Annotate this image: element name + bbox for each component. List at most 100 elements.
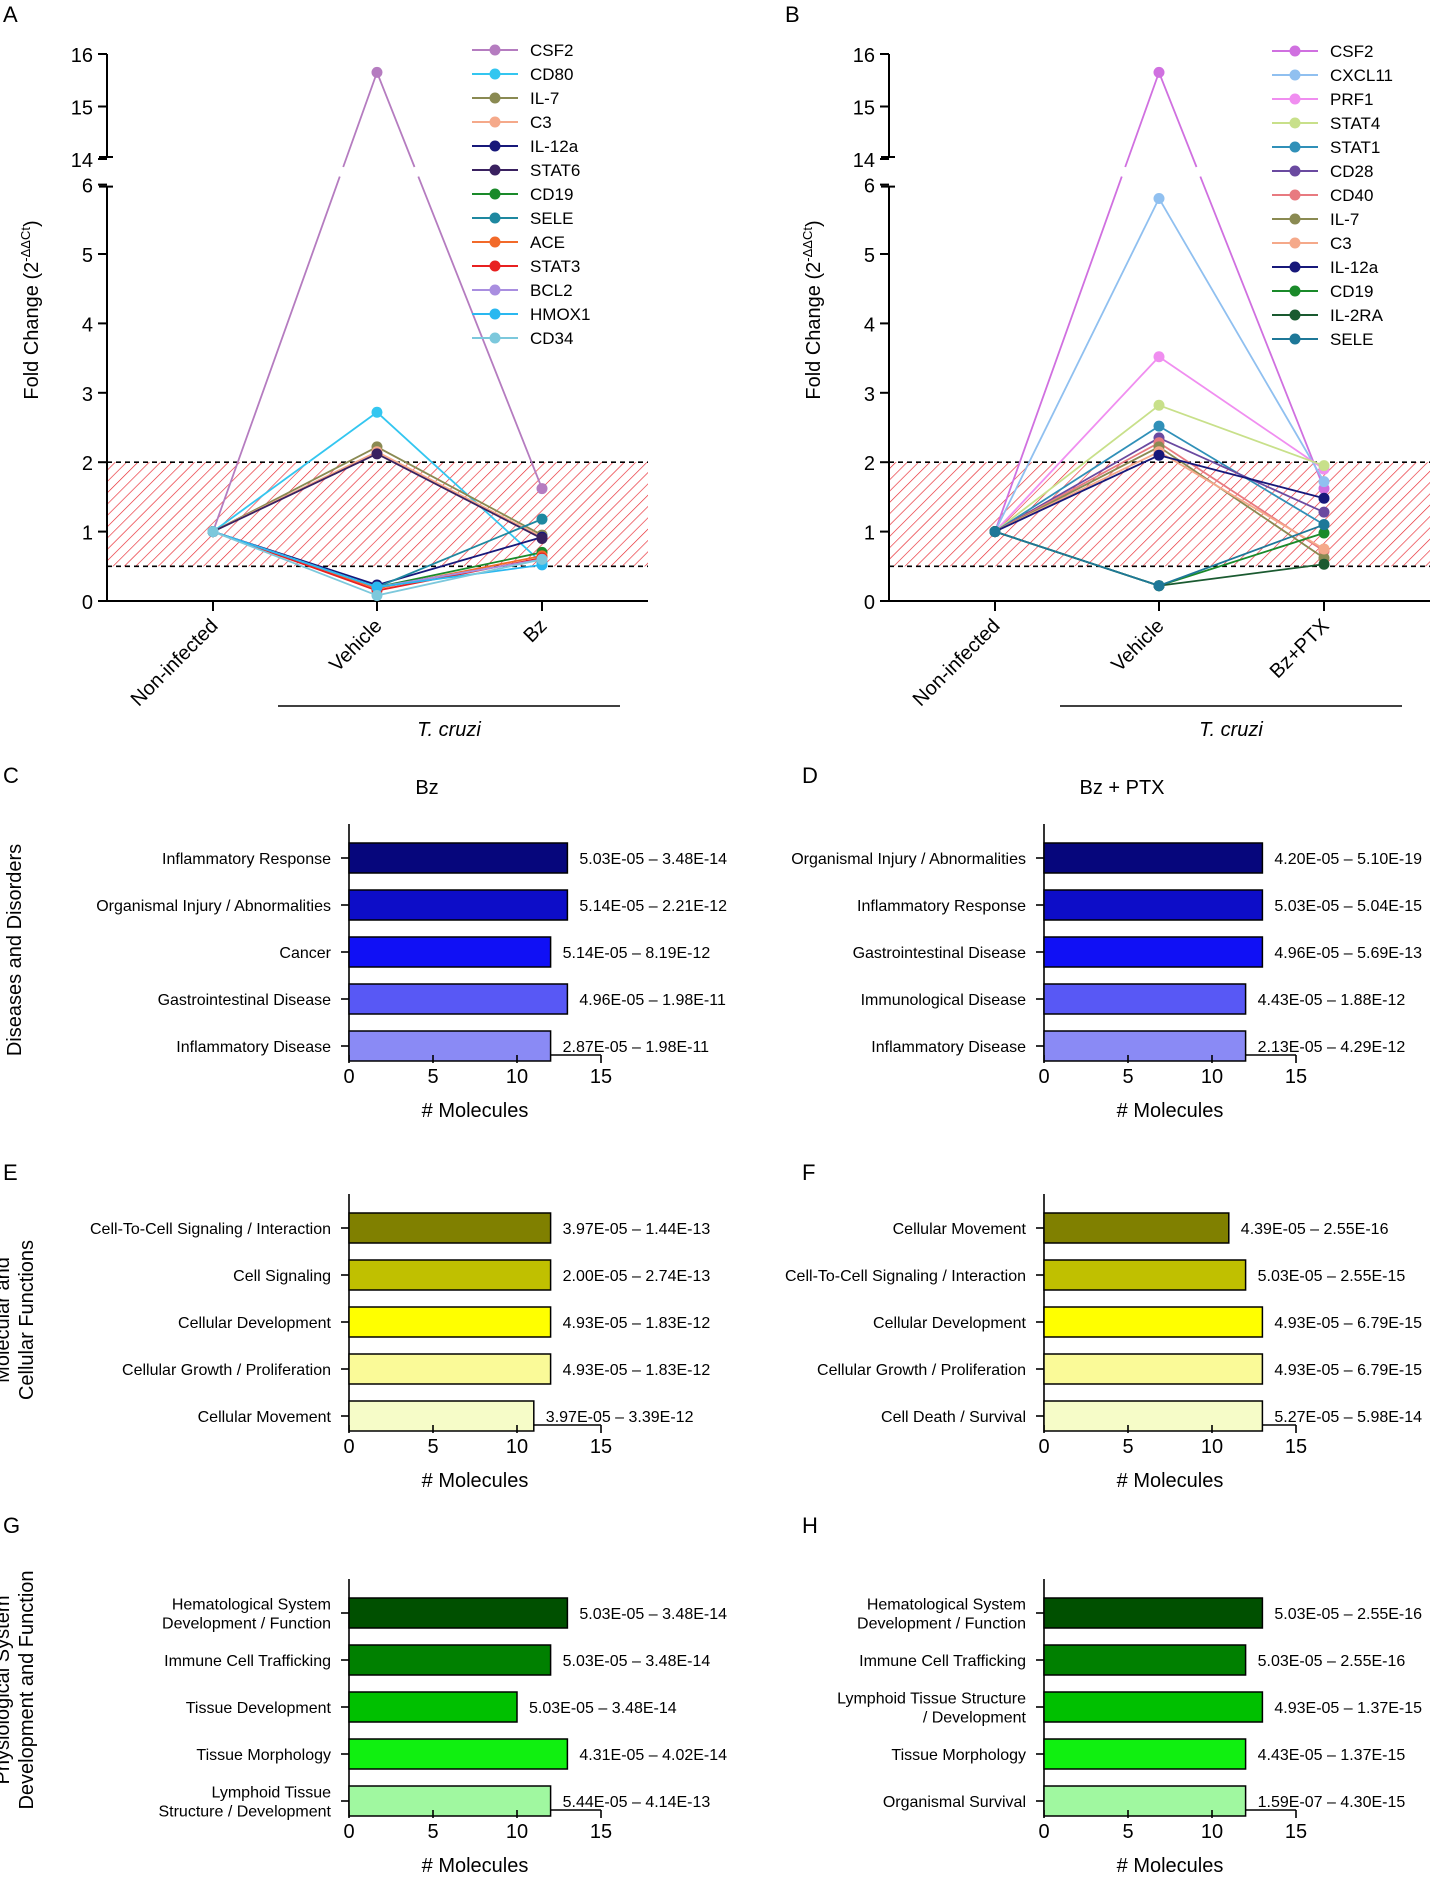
legend-swatch-marker [1289,189,1301,201]
bar [1043,936,1264,968]
p-value-range: 5.03E-05 – 2.55E-16 [1274,1606,1422,1623]
legend-swatch-marker [1289,333,1301,345]
x-tick-label: Vehicle [325,615,386,676]
bar-row: Organismal Injury / Abnormalities 4.20E-0… [791,842,1422,874]
bar-panel-D: D Bz + PTX Organismal Injury / Abnormaliti… [791,763,1422,1122]
x-tick-label: Non-infected [127,615,223,711]
bar-row: Immunological Disease 4.43E-05 – 1.88E-12 [861,983,1405,1015]
legend-swatch-marker [489,164,501,176]
bar-category-label: Cellular Movement [198,1409,332,1426]
bar [348,1306,552,1338]
bar-category-label: / Development [923,1710,1027,1727]
panel-letter: D [802,763,818,788]
p-value-range: 4.93E-05 – 6.79E-15 [1274,1362,1422,1379]
y-tick-label: 14 [853,150,875,172]
bar-row: Immune Cell Trafficking 5.03E-05 – 3.48E-… [164,1644,711,1676]
series-line [1158,72,1198,168]
panel-title: Bz + PTX [1079,777,1164,799]
bar-category-label: Cellular Growth / Proliferation [817,1362,1026,1379]
panel-letter: A [3,2,18,27]
panel-letter: E [3,1160,18,1185]
series-line [994,425,1160,533]
p-value-range: 4.93E-05 – 1.83E-12 [563,1315,711,1332]
legend-label: SELE [1330,330,1373,349]
legend-item-c3: C3 [1272,234,1352,253]
bar [348,1785,552,1817]
legend-label: ACE [530,233,565,252]
p-value-range: 5.27E-05 – 5.98E-14 [1274,1409,1422,1426]
legend-label: IL-7 [530,89,559,108]
p-value-range: 4.39E-05 – 2.55E-16 [1241,1221,1389,1238]
bar-row: Cellular Development 4.93E-05 – 1.83E-12 [178,1306,711,1338]
series-line [1158,437,1325,513]
x-tick-label: 5 [427,1821,438,1843]
y-tick-label: 1 [82,523,93,545]
bar-category-label: Inflammatory Disease [871,1039,1026,1056]
legend-label: CXCL11 [1330,66,1393,85]
x-tick-label: 5 [427,1066,438,1088]
x-tick-label: Bz [519,615,551,647]
bar-row: Hematological System Development / Functi… [162,1597,727,1633]
series-cd34 [207,526,548,601]
x-tick-label: 0 [1038,1821,1049,1843]
bar [348,842,569,874]
y-axis-label: Fold Change (2-ΔΔCt) [800,220,825,399]
y-axis-label-close: ) [21,220,43,227]
bar-category-label: Immune Cell Trafficking [859,1653,1026,1670]
p-value-range: 5.14E-05 – 8.19E-12 [563,945,711,962]
y-tick-label: 5 [864,245,875,267]
row-label-2: Physiological System Development and Func… [0,1570,38,1809]
legend-item-csf2: CSF2 [472,41,573,60]
bar-category-label: Gastrointestinal Disease [853,945,1027,962]
data-point [536,553,548,565]
x-tick-label: 15 [590,1821,612,1843]
bar-category-label: Cell Death / Survival [881,1409,1026,1426]
series-line [994,356,1160,533]
p-value-range: 2.87E-05 – 1.98E-11 [563,1039,710,1056]
bar-category-label: Immunological Disease [861,992,1027,1009]
bar-category-label: Hematological System [867,1597,1026,1614]
x-tick-label: 5 [427,1436,438,1458]
row-label-line: Cellular Functions [16,1240,38,1400]
series-line [212,530,378,588]
y-tick-label: 2 [82,453,93,475]
data-point [1318,492,1330,504]
data-point [1318,543,1330,555]
legend-label: IL-12a [1330,258,1379,277]
bar [348,1030,552,1062]
legend-swatch-marker [489,68,501,80]
bar [1043,1691,1264,1723]
bar-row: Gastrointestinal Disease 4.96E-05 – 1.98E… [158,983,726,1015]
legend-label: STAT6 [530,161,580,180]
data-point [371,66,383,78]
series-line [1158,404,1325,467]
legend-label: CSF2 [1330,42,1373,61]
y-axis-label-close: ) [803,220,825,227]
bar-category-label: Lymphoid Tissue [212,1785,332,1802]
bar [348,1691,518,1723]
legend-item-cd40: CD40 [1272,186,1373,205]
x-tick-label: 10 [506,1821,528,1843]
data-point [371,589,383,601]
p-value-range: 5.03E-05 – 3.48E-14 [563,1653,711,1670]
bar [1043,1400,1264,1432]
bar-category-label: Cellular Development [873,1315,1027,1332]
legend-item-sele: SELE [472,209,573,228]
y-axis-label-superscript: -ΔΔCt [800,227,815,262]
data-point [1318,558,1330,570]
p-value-range: 2.13E-05 – 4.29E-12 [1258,1039,1406,1056]
legend-swatch-marker [489,92,501,104]
x-tick-label: 0 [343,1436,354,1458]
legend-label: C3 [1330,234,1352,253]
legend-item-hmox1: HMOX1 [472,305,590,324]
p-value-range: 5.14E-05 – 2.21E-12 [579,898,727,915]
legend-swatch-marker [489,44,501,56]
threshold-band [889,462,1430,567]
x-tick-label: 5 [1122,1821,1133,1843]
series-line [212,176,341,532]
x-tick-label: Vehicle [1107,615,1168,676]
p-value-range: 5.03E-05 – 2.55E-15 [1258,1268,1406,1285]
bar-row: Cellular Development 4.93E-05 – 6.79E-15 [873,1306,1422,1338]
legend-swatch-marker [1289,117,1301,129]
